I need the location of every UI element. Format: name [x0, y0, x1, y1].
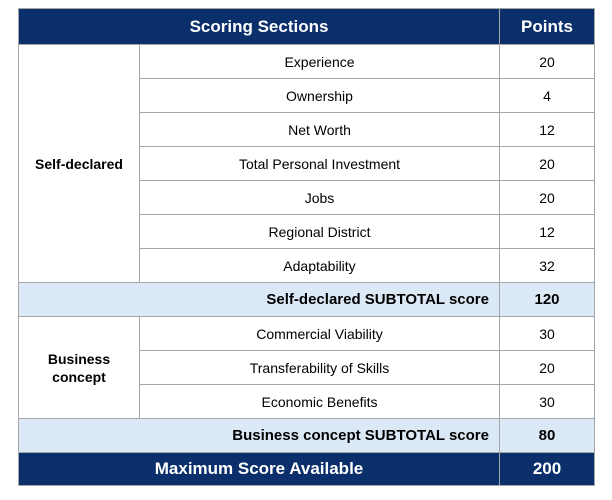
item-points: 30 — [499, 384, 595, 419]
item-points: 12 — [499, 112, 595, 147]
scoring-table: Scoring Sections Points Self-declared Ex… — [18, 8, 595, 486]
subtotal-row-business-concept: Business concept SUBTOTAL score 80 — [18, 418, 595, 453]
subtotal-label: Business concept SUBTOTAL score — [18, 418, 500, 453]
group-label-line: concept — [52, 368, 106, 385]
maximum-score-row: Maximum Score Available 200 — [18, 452, 595, 486]
group-label-self-declared: Self-declared — [18, 44, 140, 283]
item-name: Ownership — [139, 78, 500, 113]
item-points: 20 — [499, 180, 595, 215]
item-name: Experience — [139, 44, 500, 79]
item-name: Net Worth — [139, 112, 500, 147]
table-header-row: Scoring Sections Points — [18, 8, 595, 45]
subtotal-label: Self-declared SUBTOTAL score — [18, 282, 500, 317]
item-points: 32 — [499, 248, 595, 283]
item-name: Total Personal Investment — [139, 146, 500, 181]
table-row: Jobs 20 — [19, 180, 595, 215]
table-row: Total Personal Investment 20 — [19, 146, 595, 181]
group-label-line: Self-declared — [35, 155, 123, 172]
item-name: Commercial Viability — [139, 316, 500, 351]
subtotal-points: 80 — [499, 418, 595, 453]
item-name: Regional District — [139, 214, 500, 249]
points-header: Points — [499, 8, 595, 45]
item-points: 20 — [499, 146, 595, 181]
subtotal-points: 120 — [499, 282, 595, 317]
item-points: 20 — [499, 44, 595, 79]
item-name: Economic Benefits — [139, 384, 500, 419]
table-row: Self-declared Experience 20 — [18, 44, 595, 283]
item-name: Adaptability — [139, 248, 500, 283]
scoring-table-container: Scoring Sections Points Self-declared Ex… — [18, 8, 595, 486]
item-name: Transferability of Skills — [139, 350, 500, 385]
group-label-business-concept: Business concept — [18, 316, 140, 419]
item-points: 20 — [499, 350, 595, 385]
maximum-score-points: 200 — [499, 452, 595, 486]
item-name: Jobs — [139, 180, 500, 215]
item-points: 4 — [499, 78, 595, 113]
table-row: Business concept Commercial Viability 30 — [18, 316, 595, 419]
maximum-score-label: Maximum Score Available — [18, 452, 500, 486]
group-label-line: Business — [47, 350, 111, 367]
table-row: Transferability of Skills 20 — [19, 350, 595, 385]
item-points: 12 — [499, 214, 595, 249]
table-row: Ownership 4 — [19, 78, 595, 113]
subtotal-row-self-declared: Self-declared SUBTOTAL score 120 — [18, 282, 595, 317]
scoring-sections-header: Scoring Sections — [18, 8, 500, 45]
item-points: 30 — [499, 316, 595, 351]
